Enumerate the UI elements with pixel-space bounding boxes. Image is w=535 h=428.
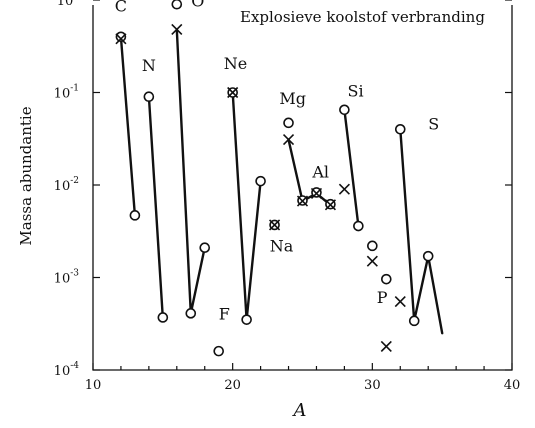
circle-point: [380, 273, 392, 285]
circle-point: [339, 104, 350, 116]
cross-point: [310, 187, 323, 200]
series-line-n: [147, 95, 165, 319]
series-line-si: [343, 108, 360, 228]
circle-point: [283, 117, 294, 129]
data-layer: 10 20 30 40 10-4 10-3 10-2 10-1 100 C N O Ne Mg Al Si Na…: [54, 0, 521, 393]
circle-point: [422, 250, 434, 262]
circle-point: [171, 0, 183, 10]
chart-title: Explosieve koolstof verbranding: [240, 8, 485, 26]
circle-point: [185, 308, 197, 319]
y-tick-label: 10-1: [54, 84, 79, 102]
circle-point: [157, 312, 169, 323]
x-tick-label: 10: [85, 378, 102, 393]
y-axis-label: Massa abundantie: [17, 106, 35, 245]
series-line-c: [119, 35, 137, 217]
cross-point: [227, 86, 239, 99]
element-label-p: P: [377, 288, 388, 307]
axes-frame: [92, 5, 513, 371]
circle-point: [199, 242, 211, 253]
cross-point: [296, 195, 309, 207]
x-tick-label: 20: [224, 378, 241, 393]
element-label-f: F: [219, 305, 230, 324]
y-tick-label: 10-4: [54, 361, 80, 379]
circle-point: [129, 210, 141, 221]
circle-point: [115, 31, 127, 43]
y-tick-label: 10-2: [54, 176, 79, 194]
y-tick-label: 10-3: [54, 269, 80, 287]
cross-point: [171, 23, 183, 36]
element-label-na: Na: [270, 237, 294, 256]
element-label-c: C: [115, 0, 127, 16]
cross-point: [269, 219, 281, 231]
cross-point: [115, 33, 127, 45]
series-line-s: [399, 128, 444, 335]
cross-point: [282, 133, 295, 146]
cross-point: [394, 295, 406, 308]
y-tick-label: 100: [57, 0, 80, 9]
cross-point: [380, 340, 392, 352]
circle-point: [367, 240, 378, 252]
element-label-n: N: [142, 56, 156, 75]
cross-point: [324, 199, 336, 211]
circle-point: [408, 315, 420, 327]
circle-point: [255, 175, 266, 187]
element-label-s: S: [428, 114, 439, 133]
element-label-ne: Ne: [224, 54, 247, 73]
series-line-o: [175, 28, 206, 314]
series-line-ne: [231, 91, 262, 320]
circle-point: [143, 91, 155, 103]
circle-point: [213, 345, 224, 357]
x-tick-label: 40: [504, 378, 521, 393]
circle-point: [241, 314, 252, 325]
element-label-o: O: [191, 0, 204, 11]
circle-point: [394, 124, 406, 135]
series-line-mg: [287, 138, 304, 203]
circle-point: [353, 220, 364, 232]
x-axis-label: A: [292, 400, 307, 421]
x-tick-label: 30: [364, 378, 381, 393]
cross-point: [366, 255, 378, 267]
element-label-al: Al: [311, 163, 329, 182]
element-label-mg: Mg: [279, 89, 306, 108]
cross-point: [338, 183, 350, 195]
element-label-si: Si: [348, 82, 364, 101]
